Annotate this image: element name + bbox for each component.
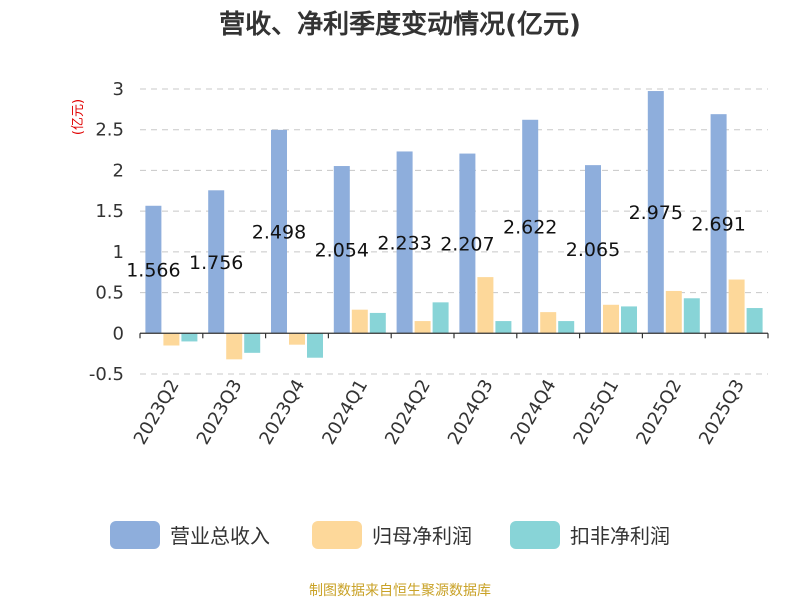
x-axis-ticks: 2023Q2 2023Q3 2023Q4 2024Q1 2024Q2 2024Q3 2024… (130, 376, 749, 448)
bar-2023Q3-series-0 (208, 190, 225, 334)
bar-2023Q4-series-2 (307, 333, 323, 358)
y-axis-ticks: 3 2.5 2 1.5 1 0.5 0 -0.5 (89, 79, 124, 385)
x-tick-label-2024Q1: 2024Q1 (318, 376, 372, 448)
data-label-2023Q4: 2.498 (252, 222, 306, 244)
bar-2024Q4-series-1 (540, 312, 557, 334)
grid-layer (140, 88, 768, 375)
bar-2024Q2-series-1 (414, 321, 431, 334)
bar-2025Q3-series-2 (746, 308, 763, 334)
legend-swatch-1 (312, 521, 362, 549)
x-tick-label-2025Q1: 2025Q1 (569, 376, 623, 448)
x-tick-label-2025Q2: 2025Q2 (632, 376, 686, 448)
bar-2025Q1-series-2 (621, 306, 637, 334)
data-label-2025Q2: 2.975 (629, 202, 683, 224)
bar-2024Q3-series-0 (459, 153, 476, 334)
data-labels: 1.566 1.756 2.498 2.054 2.233 2.207 2.622 2.065… (126, 202, 746, 281)
bar-2023Q3-series-1 (226, 333, 243, 360)
bars (145, 91, 763, 360)
x-tick-label-2024Q4: 2024Q4 (507, 376, 561, 448)
legend-swatch-0 (110, 521, 160, 549)
data-label-2025Q3: 2.691 (691, 214, 745, 236)
bar-2025Q1-series-1 (603, 304, 619, 334)
y-tick-label-7: -0.5 (89, 364, 124, 385)
bar-2024Q2-series-0 (396, 151, 413, 334)
bar-2024Q4-series-2 (558, 321, 575, 334)
y-tick-label-5: 0.5 (95, 283, 124, 304)
data-label-2025Q1: 2.065 (566, 239, 620, 261)
data-label-2024Q4: 2.622 (503, 217, 557, 239)
bar-2025Q2-series-0 (647, 91, 664, 334)
y-tick-label-0: 3 (113, 79, 124, 100)
x-tick-label-2024Q3: 2024Q3 (444, 376, 498, 448)
x-tick-label-2023Q4: 2023Q4 (255, 376, 309, 448)
bar-2025Q3-series-0 (710, 114, 727, 334)
y-tick-label-1: 2.5 (95, 120, 124, 141)
bar-2023Q3-series-2 (244, 333, 261, 353)
legend-label-2: 扣非净利润 (570, 524, 670, 548)
x-tick-label-2025Q3: 2025Q3 (695, 376, 749, 448)
bar-2024Q4-series-0 (522, 119, 539, 334)
bar-2025Q1-series-0 (585, 165, 601, 334)
bar-2023Q2-series-2 (181, 333, 198, 342)
legend-label-1: 归母净利润 (372, 524, 472, 548)
bar-2023Q4-series-0 (271, 129, 287, 334)
y-tick-label-3: 1.5 (95, 201, 124, 222)
bar-2024Q1-series-1 (351, 309, 368, 334)
chart-title: 营收、净利季度变动情况(亿元) (219, 9, 581, 40)
bar-2025Q2-series-1 (665, 290, 682, 334)
y-tick-label-4: 1 (113, 242, 124, 263)
bar-2023Q2-series-0 (145, 205, 162, 334)
legend-label-0: 营业总收入 (170, 524, 270, 548)
y-tick-label-2: 2 (113, 160, 124, 181)
y-axis-unit: (亿元) (71, 99, 86, 135)
x-tick-label-2024Q2: 2024Q2 (381, 376, 435, 448)
source-note: 制图数据来自恒生聚源数据库 (309, 583, 491, 599)
bar-2024Q3-series-1 (477, 277, 494, 334)
x-tick-label-2023Q3: 2023Q3 (193, 376, 247, 448)
legend-swatch-2 (510, 521, 560, 549)
x-axis (139, 332, 769, 339)
legend: 营业总收入 归母净利润 扣非净利润 (110, 521, 670, 549)
bar-2024Q1-series-0 (333, 166, 350, 334)
x-tick-label-2023Q2: 2023Q2 (130, 376, 184, 448)
bar-2024Q3-series-2 (495, 321, 512, 334)
data-label-2023Q2: 1.566 (126, 260, 180, 282)
bar-2025Q2-series-2 (683, 298, 700, 334)
data-label-2023Q3: 1.756 (189, 252, 243, 274)
bar-2023Q2-series-1 (163, 333, 180, 346)
bar-2024Q1-series-2 (369, 312, 386, 334)
data-label-2024Q1: 2.054 (315, 240, 369, 262)
y-tick-label-6: 0 (113, 323, 124, 344)
bar-2024Q2-series-2 (432, 302, 449, 334)
data-label-2024Q2: 2.233 (377, 232, 431, 254)
bar-2023Q4-series-1 (289, 333, 305, 345)
bar-2025Q3-series-1 (728, 279, 745, 334)
data-label-2024Q3: 2.207 (440, 233, 494, 255)
